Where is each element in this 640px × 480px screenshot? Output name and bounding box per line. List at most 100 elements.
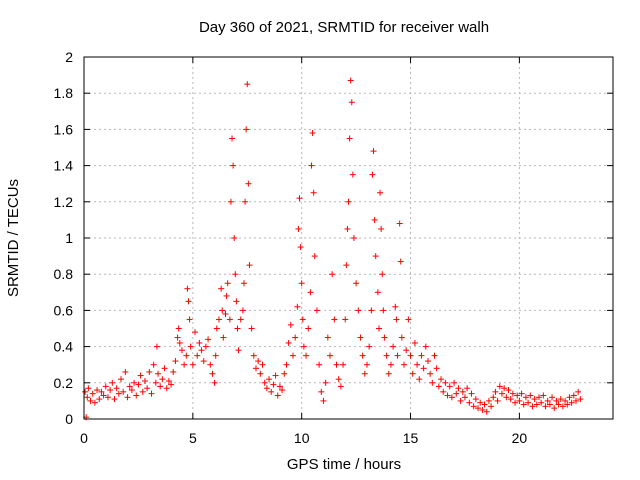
data-point xyxy=(414,361,421,368)
data-point xyxy=(270,381,277,388)
data-point xyxy=(215,316,222,323)
data-point xyxy=(349,171,356,178)
data-point xyxy=(139,388,146,395)
data-point xyxy=(183,352,190,359)
data-point xyxy=(131,379,138,386)
data-point xyxy=(224,280,231,287)
data-point xyxy=(459,388,466,395)
data-point xyxy=(245,180,252,187)
data-point xyxy=(137,372,144,379)
data-point xyxy=(229,135,236,142)
data-point xyxy=(263,385,270,392)
data-point xyxy=(246,262,253,269)
data-point xyxy=(185,298,192,305)
data-point xyxy=(464,385,471,392)
data-point xyxy=(440,388,447,395)
data-point xyxy=(525,399,532,406)
data-point xyxy=(232,271,239,278)
data-point xyxy=(257,370,264,377)
data-point xyxy=(333,361,340,368)
y-axis-title: SRMTID / TECUs xyxy=(5,179,22,297)
data-point xyxy=(433,365,440,372)
data-point xyxy=(555,401,562,408)
data-point xyxy=(562,397,569,404)
data-point xyxy=(104,394,111,401)
data-point xyxy=(438,376,445,383)
data-point xyxy=(418,352,425,359)
data-point xyxy=(135,381,142,388)
data-point xyxy=(375,325,382,332)
data-point xyxy=(324,334,331,341)
data-point xyxy=(276,383,283,390)
data-point xyxy=(144,385,151,392)
data-point xyxy=(289,352,296,359)
data-point xyxy=(575,388,582,395)
grid xyxy=(84,57,613,419)
data-point xyxy=(237,316,244,323)
data-point xyxy=(542,403,549,410)
data-point xyxy=(444,392,451,399)
data-point xyxy=(299,316,306,323)
data-point xyxy=(141,377,148,384)
y-tick-label: 1.2 xyxy=(54,194,74,210)
data-point xyxy=(411,339,418,346)
data-point xyxy=(118,376,125,383)
data-point xyxy=(403,347,410,354)
data-point xyxy=(157,383,164,390)
data-point xyxy=(207,361,214,368)
data-point xyxy=(355,307,362,314)
data-point xyxy=(544,397,551,404)
data-point xyxy=(374,289,381,296)
data-point xyxy=(227,198,234,205)
data-point xyxy=(359,352,366,359)
data-point xyxy=(175,325,182,332)
data-point xyxy=(564,401,571,408)
data-point xyxy=(494,397,501,404)
data-point xyxy=(96,396,103,403)
data-point xyxy=(250,352,257,359)
data-point xyxy=(383,352,390,359)
data-point xyxy=(305,325,312,332)
data-point xyxy=(405,316,412,323)
data-point xyxy=(514,392,521,399)
data-point xyxy=(538,399,545,406)
data-point xyxy=(82,388,89,395)
data-point xyxy=(455,385,462,392)
data-point xyxy=(148,390,155,397)
data-point xyxy=(549,394,556,401)
data-point xyxy=(307,289,314,296)
data-point xyxy=(568,399,575,406)
data-point xyxy=(503,394,510,401)
x-axis-title: GPS time / hours xyxy=(287,456,401,473)
data-point xyxy=(120,388,127,395)
data-point xyxy=(496,383,503,390)
data-point xyxy=(361,370,368,377)
data-point xyxy=(313,307,320,314)
data-point xyxy=(252,365,259,372)
data-point xyxy=(385,370,392,377)
data-point xyxy=(371,216,378,223)
data-point xyxy=(292,334,299,341)
data-point xyxy=(357,334,364,341)
data-point xyxy=(475,405,482,412)
data-point xyxy=(174,334,181,341)
data-point xyxy=(490,394,497,401)
data-point xyxy=(381,334,388,341)
x-tick-label: 20 xyxy=(512,430,528,446)
data-point xyxy=(285,339,292,346)
data-point xyxy=(219,307,226,314)
data-point xyxy=(234,325,241,332)
data-point xyxy=(318,388,325,395)
x-tick-label: 15 xyxy=(403,430,419,446)
data-point xyxy=(340,361,347,368)
data-point xyxy=(155,370,162,377)
data-point xyxy=(420,365,427,372)
data-point xyxy=(533,401,540,408)
data-point xyxy=(527,392,534,399)
data-point xyxy=(283,361,290,368)
data-point xyxy=(209,370,216,377)
data-point xyxy=(401,361,408,368)
data-point xyxy=(218,285,225,292)
plot-frame xyxy=(83,56,614,420)
data-point xyxy=(347,77,354,84)
